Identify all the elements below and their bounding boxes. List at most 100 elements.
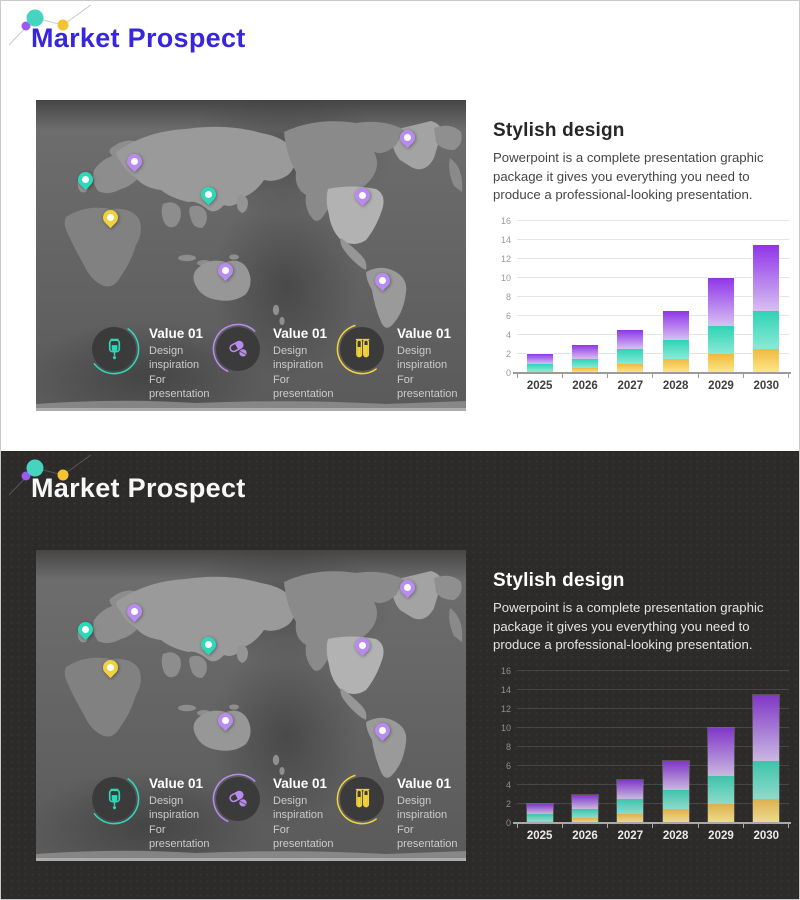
segment-teal-middle [662,339,689,359]
gridline [517,670,789,672]
map-pin-icon [74,618,96,640]
map-pin-icon [371,719,393,742]
bar-cell-2025 [517,671,562,824]
iv-drip-icon [102,336,127,361]
stacked-bar-2028 [662,311,689,374]
gridline [517,220,789,222]
segment-purple-top [526,354,553,364]
x-axis-labels: 2025 2026 2027 2028 2029 2030 [517,380,789,392]
decoration-dots [9,5,92,46]
y-axis-label: 2 [505,349,511,360]
pin-greenland [397,126,419,148]
accent-arc [88,323,140,375]
x-axis-label: 2027 [617,380,644,393]
map-pin-icon [214,709,236,732]
value-icon-circle [336,773,388,825]
map-pin-icon [198,184,220,206]
section-heading: Stylish design [493,120,625,141]
pin-north-africa [100,656,122,678]
segment-teal-middle [571,808,598,819]
slide-light-theme: Market Prospect Value 01 Design inspirati… [1,1,799,451]
pin-east-asia [198,634,220,656]
bars-row [517,671,789,824]
bars-row [517,221,789,374]
pin-australia [214,259,236,282]
bar-cell-2027 [608,671,653,824]
value-icon-circle [212,323,264,375]
map-pin-icon [352,635,374,657]
pin-united-kingdom [74,618,96,640]
slide-title: Market Prospect [31,23,246,53]
test-tubes-icon [350,786,375,811]
decoration-dots [9,455,92,496]
value-items-row: Value 01 Design inspiration For presentat… [88,773,460,852]
map-pin-icon [352,185,374,207]
pin-south-america [371,269,393,292]
segment-teal-middle [617,349,644,364]
bar-cell-2030 [744,221,789,374]
gridline [517,727,789,729]
x-axis-label: 2029 [708,380,734,393]
x-axis-ticks [517,824,789,829]
value-description: Design inspiration For presentation [273,794,334,851]
value-item-1: Value 01 Design inspiration For presentat… [88,323,212,402]
stacked-bar-2029 [707,728,734,824]
map-pin-icon [371,269,393,292]
value-description: Design inspiration For presentation [149,794,210,851]
y-axis-label: 6 [505,311,511,322]
segment-yellow-bottom [753,349,780,374]
gridline [517,277,789,279]
test-tubes-icon [350,336,375,361]
stacked-bar-2027 [617,780,644,824]
stacked-bar-2028 [662,761,689,824]
right-column: Stylish design Powerpoint is a complete … [493,120,793,392]
segment-teal-middle [753,761,780,800]
gridline [517,334,789,336]
pin-united-kingdom [74,168,96,190]
x-axis-label: 2025 [526,830,553,843]
pin-greenland [397,576,419,598]
stacked-bar-2026 [571,794,598,824]
y-axis-label: 16 [500,216,511,227]
segment-yellow-bottom [526,370,553,374]
value-label: Value 01 [397,325,452,341]
gridline [517,765,789,767]
bar-cell-2030 [744,671,789,824]
value-label: Value 01 [273,325,328,341]
gridline [517,746,789,748]
value-icon-circle [336,323,388,375]
value-description: Design inspiration For presentation [397,344,458,401]
map-pin-icon [397,126,419,148]
map-pin-icon [397,576,419,598]
bar-cell-2027 [608,221,653,374]
segment-purple-top [662,761,689,790]
section-paragraph: Powerpoint is a complete presentation gr… [493,600,764,653]
segment-purple-top [617,330,644,350]
value-item-3: Value 01 Design inspiration For presentat… [336,773,460,852]
gridline [517,689,789,691]
slide-dark-theme: Market Prospect Value 01 Design inspirati… [1,451,799,899]
segment-purple-top [753,694,780,762]
pin-united-states [352,635,374,657]
segment-yellow-bottom [753,799,780,824]
segment-purple-top [617,780,644,800]
value-label: Value 01 [273,775,328,791]
value-icon-circle [212,773,264,825]
segment-purple-top [526,804,553,814]
map-pin-icon [123,600,145,622]
x-axis-line [513,372,791,375]
y-axis-label: 10 [500,723,511,734]
x-axis-label: 2028 [662,380,689,393]
y-axis-label: 4 [505,780,511,791]
x-axis-label: 2027 [617,830,644,843]
x-axis-label: 2029 [708,830,734,843]
bar-cell-2028 [653,671,698,824]
accent-arc [336,773,388,825]
segment-teal-middle [707,775,734,805]
stacked-bar-2025 [526,354,553,374]
world-map-panel: Value 01 Design inspiration For presentat… [36,550,466,861]
pin-south-america [371,719,393,742]
map-bottom-edge [36,408,466,411]
segment-yellow-bottom [571,818,598,824]
